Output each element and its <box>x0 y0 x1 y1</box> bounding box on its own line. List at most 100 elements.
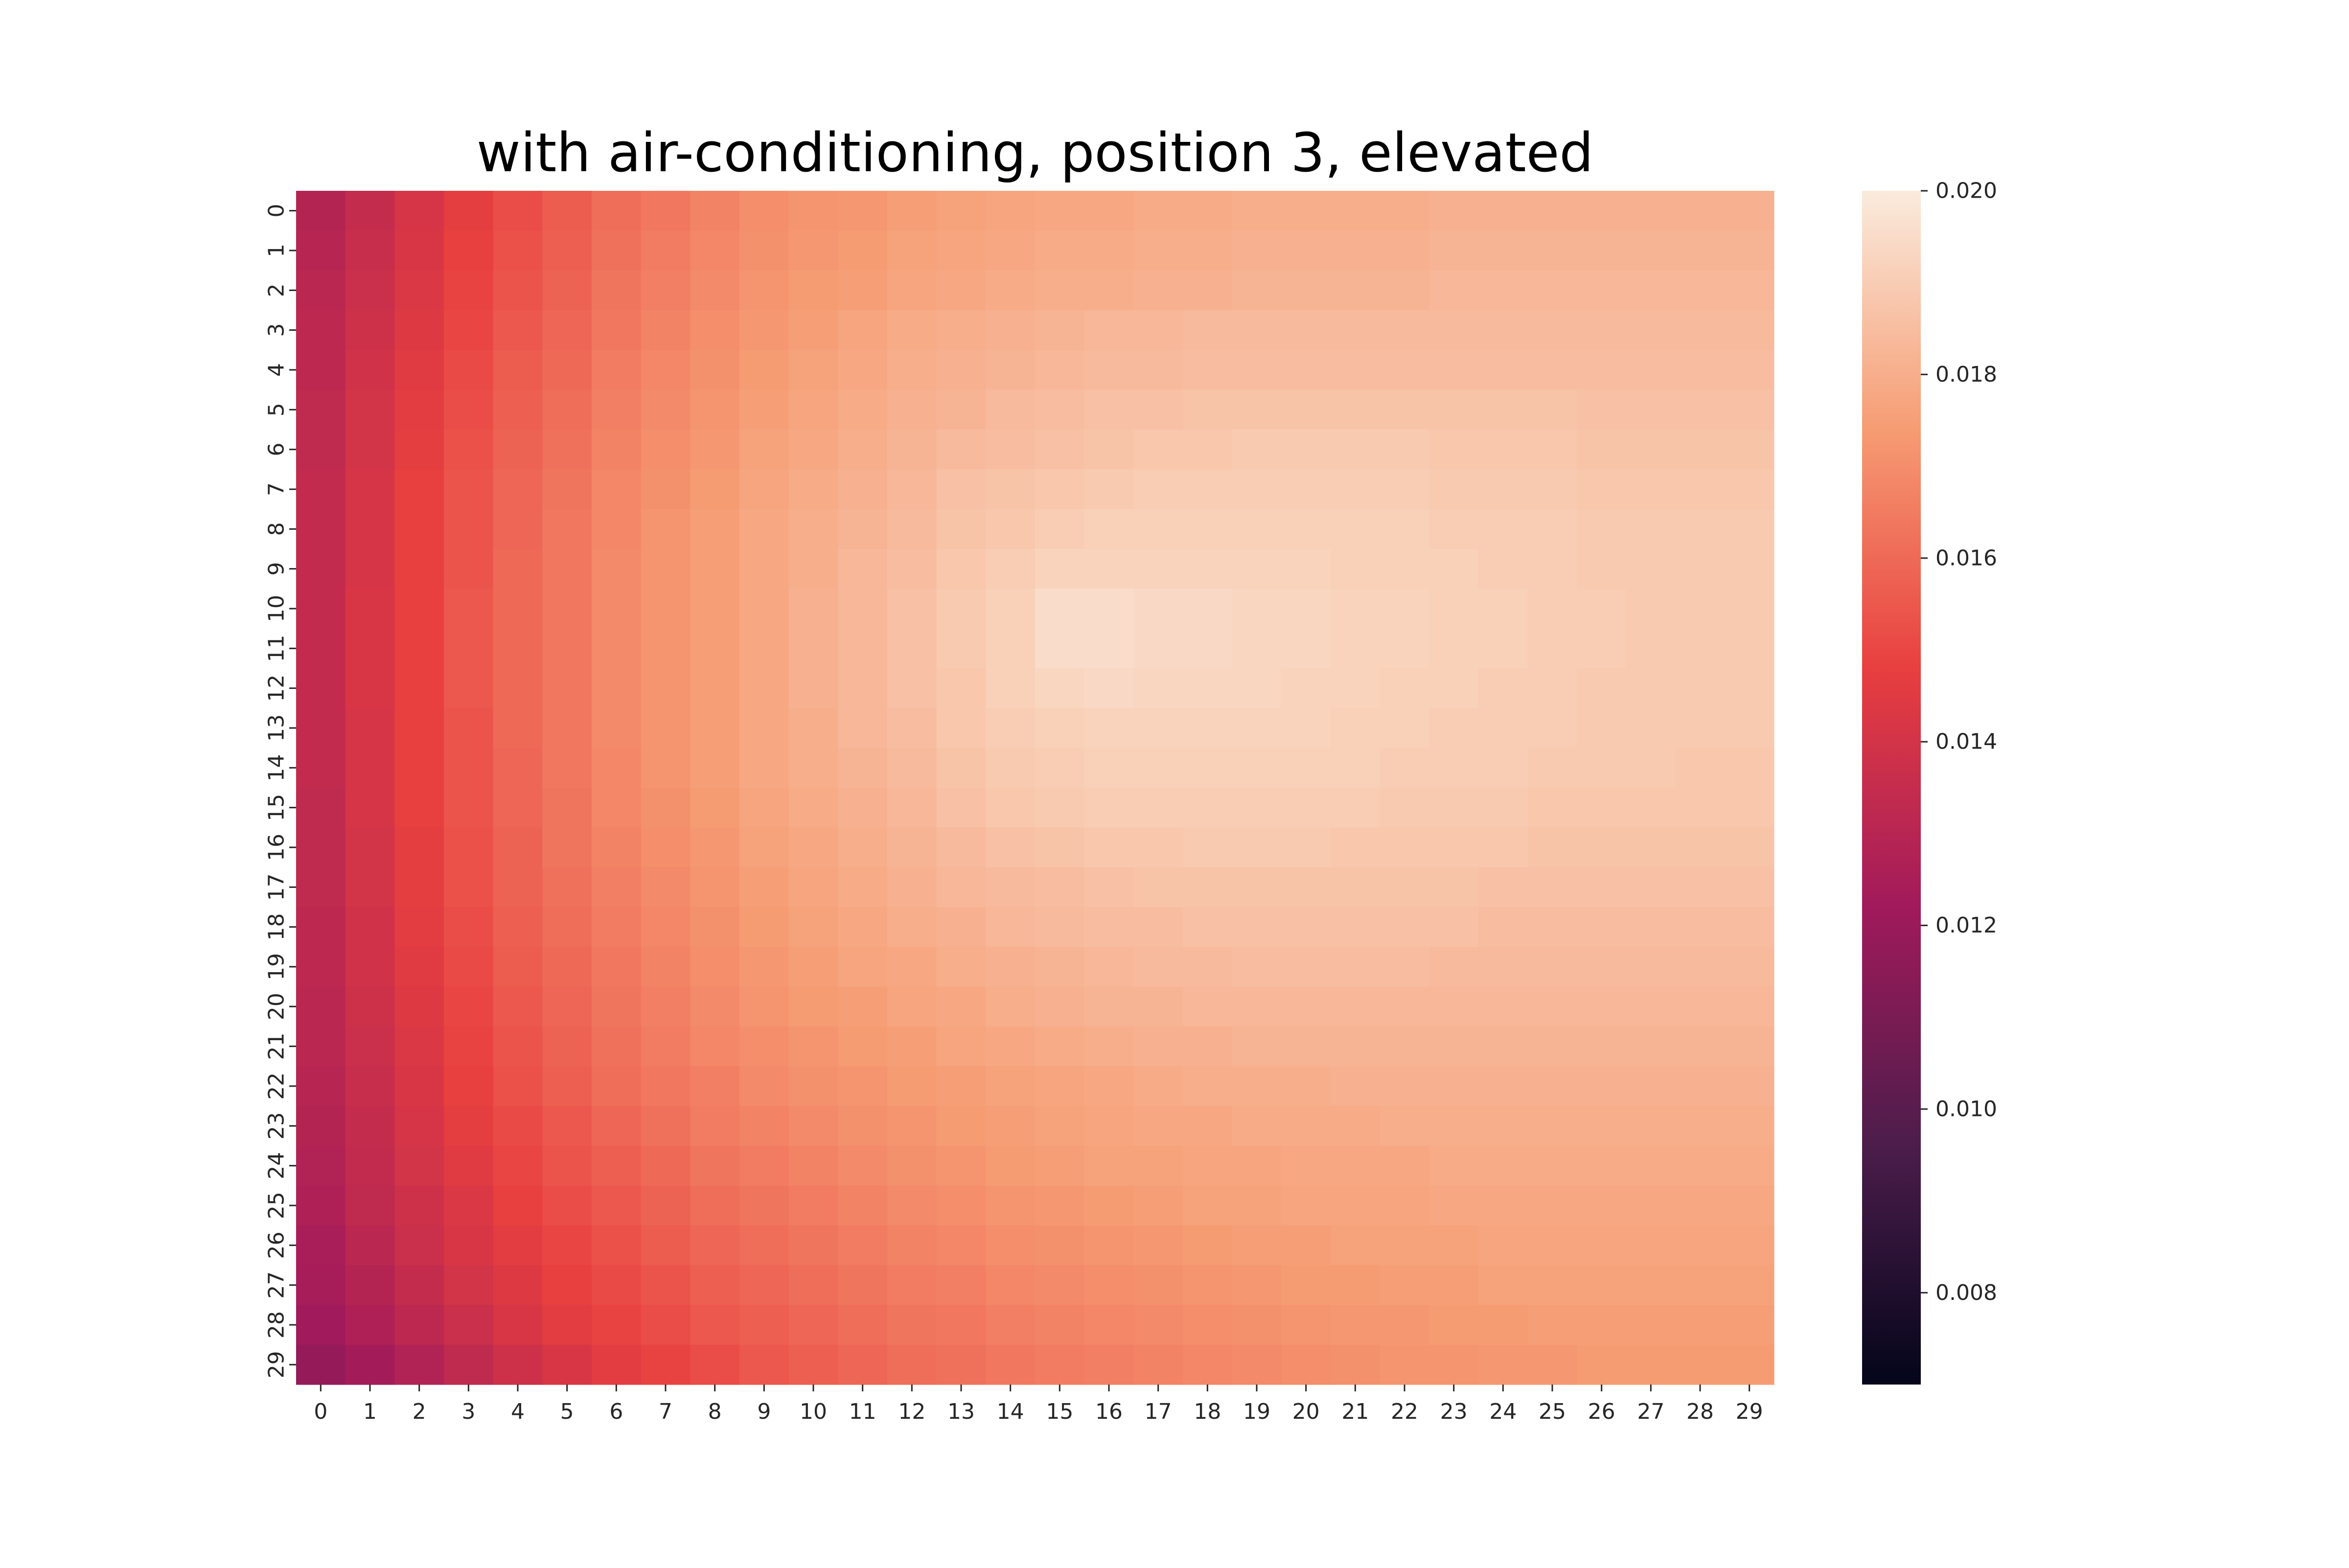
heatmap-cell-r1-c9 <box>739 230 789 271</box>
heatmap-cell-r3-c25 <box>1527 310 1577 350</box>
heatmap-cell-r1-c14 <box>986 230 1036 271</box>
heatmap-cell-r28-c17 <box>1133 1305 1183 1345</box>
heatmap-cell-r2-c27 <box>1626 270 1676 311</box>
heatmap-cell-r18-c16 <box>1084 907 1134 947</box>
heatmap-cell-r13-c10 <box>788 708 838 749</box>
heatmap-cell-r9-c20 <box>1281 549 1331 589</box>
heatmap-cell-r10-c20 <box>1281 589 1331 629</box>
heatmap-cell-r7-c22 <box>1380 469 1429 510</box>
heatmap-cell-r16-c7 <box>641 827 691 868</box>
heatmap-cell-r14-c11 <box>838 748 888 788</box>
heatmap-cell-r15-c16 <box>1084 788 1134 828</box>
heatmap-cell-r14-c10 <box>788 748 838 788</box>
heatmap-cell-r10-c29 <box>1725 589 1774 629</box>
heatmap-cell-r4-c5 <box>542 350 592 390</box>
heatmap-cell-r5-c10 <box>788 389 838 430</box>
heatmap-cell-r26-c23 <box>1429 1225 1479 1266</box>
heatmap-cell-r23-c26 <box>1577 1106 1627 1146</box>
heatmap-cell-r26-c13 <box>936 1225 986 1266</box>
heatmap-cell-r11-c15 <box>1035 628 1085 669</box>
heatmap-cell-r5-c21 <box>1331 389 1381 430</box>
heatmap-cell-r28-c28 <box>1675 1305 1725 1345</box>
x-tick-label: 14 <box>997 1399 1024 1424</box>
heatmap-cell-r16-c1 <box>345 827 395 868</box>
heatmap-cell-r7-c6 <box>592 469 642 510</box>
heatmap-cell-r5-c20 <box>1281 389 1331 430</box>
heatmap-cell-r26-c29 <box>1725 1225 1774 1266</box>
x-tick-label: 7 <box>659 1399 672 1424</box>
heatmap-cell-r25-c24 <box>1478 1185 1528 1226</box>
chart-title: with air-conditioning, position 3, eleva… <box>477 121 1593 184</box>
heatmap-cell-r22-c26 <box>1577 1066 1627 1107</box>
heatmap-cell-r10-c4 <box>493 589 543 629</box>
heatmap-cell-r24-c25 <box>1527 1146 1577 1186</box>
heatmap-cell-r25-c4 <box>493 1185 543 1226</box>
heatmap-cell-r16-c6 <box>592 827 642 868</box>
heatmap-cell-r15-c20 <box>1281 788 1331 828</box>
y-tick-label: 4 <box>264 363 289 377</box>
heatmap-cell-r20-c21 <box>1331 986 1381 1027</box>
heatmap-cell-r13-c15 <box>1035 708 1085 749</box>
heatmap-cell-r8-c12 <box>887 509 937 549</box>
heatmap-cell-r18-c24 <box>1478 907 1528 947</box>
y-tick-label: 25 <box>264 1192 289 1219</box>
heatmap-cell-r25-c29 <box>1725 1185 1774 1226</box>
heatmap-cell-r24-c10 <box>788 1146 838 1186</box>
heatmap-cell-r18-c13 <box>936 907 986 947</box>
heatmap-cell-r29-c16 <box>1084 1344 1134 1385</box>
heatmap-cell-r16-c17 <box>1133 827 1183 868</box>
heatmap-cell-r21-c28 <box>1675 1026 1725 1067</box>
heatmap-cell-r25-c18 <box>1183 1185 1233 1226</box>
heatmap-cell-r15-c15 <box>1035 788 1085 828</box>
x-tick-label: 3 <box>461 1399 475 1424</box>
heatmap-cell-r6-c16 <box>1084 430 1134 470</box>
heatmap-cell-r21-c3 <box>444 1026 494 1067</box>
heatmap-cell-r17-c12 <box>887 867 937 908</box>
heatmap-cell-r20-c7 <box>641 986 691 1027</box>
heatmap-cell-r4-c4 <box>493 350 543 390</box>
heatmap-cell-r26-c18 <box>1183 1225 1233 1266</box>
heatmap-cell-r28-c7 <box>641 1305 691 1345</box>
heatmap-cell-r20-c12 <box>887 986 937 1027</box>
heatmap-cell-r28-c3 <box>444 1305 494 1345</box>
heatmap-cell-r16-c8 <box>690 827 740 868</box>
heatmap-cell-r2-c19 <box>1232 270 1282 311</box>
heatmap-cell-r6-c7 <box>641 430 691 470</box>
heatmap-cell-r26-c9 <box>739 1225 789 1266</box>
heatmap-cell-r29-c2 <box>394 1344 444 1385</box>
heatmap-cell-r8-c18 <box>1183 509 1233 549</box>
heatmap-cell-r23-c7 <box>641 1106 691 1146</box>
heatmap-cell-r23-c10 <box>788 1106 838 1146</box>
heatmap-cell-r9-c18 <box>1183 549 1233 589</box>
heatmap-cell-r12-c10 <box>788 668 838 708</box>
heatmap-cell-r7-c24 <box>1478 469 1528 510</box>
heatmap-cell-r17-c6 <box>592 867 642 908</box>
heatmap-cell-r29-c22 <box>1380 1344 1429 1385</box>
heatmap-cell-r20-c2 <box>394 986 444 1027</box>
heatmap-cell-r21-c17 <box>1133 1026 1183 1067</box>
heatmap-cell-r1-c20 <box>1281 230 1331 271</box>
heatmap-cell-r16-c26 <box>1577 827 1627 868</box>
heatmap-cell-r24-c2 <box>394 1146 444 1186</box>
heatmap-cell-r12-c24 <box>1478 668 1528 708</box>
heatmap-cell-r13-c4 <box>493 708 543 749</box>
heatmap-cell-r7-c19 <box>1232 469 1282 510</box>
heatmap-cell-r9-c21 <box>1331 549 1381 589</box>
heatmap-cell-r7-c3 <box>444 469 494 510</box>
heatmap-cell-r9-c26 <box>1577 549 1627 589</box>
heatmap-cell-r6-c15 <box>1035 430 1085 470</box>
heatmap-cell-r24-c4 <box>493 1146 543 1186</box>
heatmap-cell-r15-c1 <box>345 788 395 828</box>
heatmap-cell-r26-c21 <box>1331 1225 1381 1266</box>
heatmap-cell-r14-c3 <box>444 748 494 788</box>
heatmap-cell-r25-c25 <box>1527 1185 1577 1226</box>
heatmap-cell-r25-c15 <box>1035 1185 1085 1226</box>
heatmap-cell-r10-c2 <box>394 589 444 629</box>
heatmap-cell-r16-c27 <box>1626 827 1676 868</box>
heatmap-cell-r7-c8 <box>690 469 740 510</box>
heatmap-cell-r24-c13 <box>936 1146 986 1186</box>
heatmap-cell-r25-c12 <box>887 1185 937 1226</box>
x-tick-label: 23 <box>1440 1399 1468 1424</box>
heatmap-cell-r29-c10 <box>788 1344 838 1385</box>
heatmap-cell-r18-c11 <box>838 907 888 947</box>
